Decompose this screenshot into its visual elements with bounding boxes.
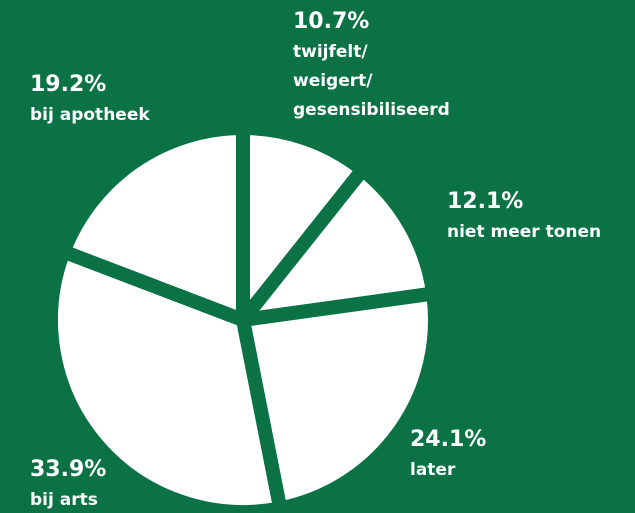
value-label: 24.1% — [410, 427, 486, 452]
category-label: bij apotheek — [30, 105, 150, 125]
value-label: 10.7% — [293, 9, 369, 34]
category-label: niet meer tonen — [447, 222, 601, 242]
category-label: bij arts — [30, 490, 98, 510]
category-label-line: gesensibiliseerd — [293, 100, 450, 120]
pie-slice — [234, 285, 442, 513]
pie-slice — [54, 120, 250, 331]
category-label: later — [410, 460, 456, 480]
value-label: 19.2% — [30, 72, 106, 97]
category-label-line: twijfelt/ — [293, 42, 368, 62]
category-label: twijfelt/weigert/gesensibiliseerd — [293, 42, 450, 120]
pie-slice — [226, 159, 442, 330]
value-label: 33.9% — [30, 457, 106, 482]
category-label-line: weigert/ — [293, 71, 373, 91]
value-label: 12.1% — [447, 189, 523, 214]
